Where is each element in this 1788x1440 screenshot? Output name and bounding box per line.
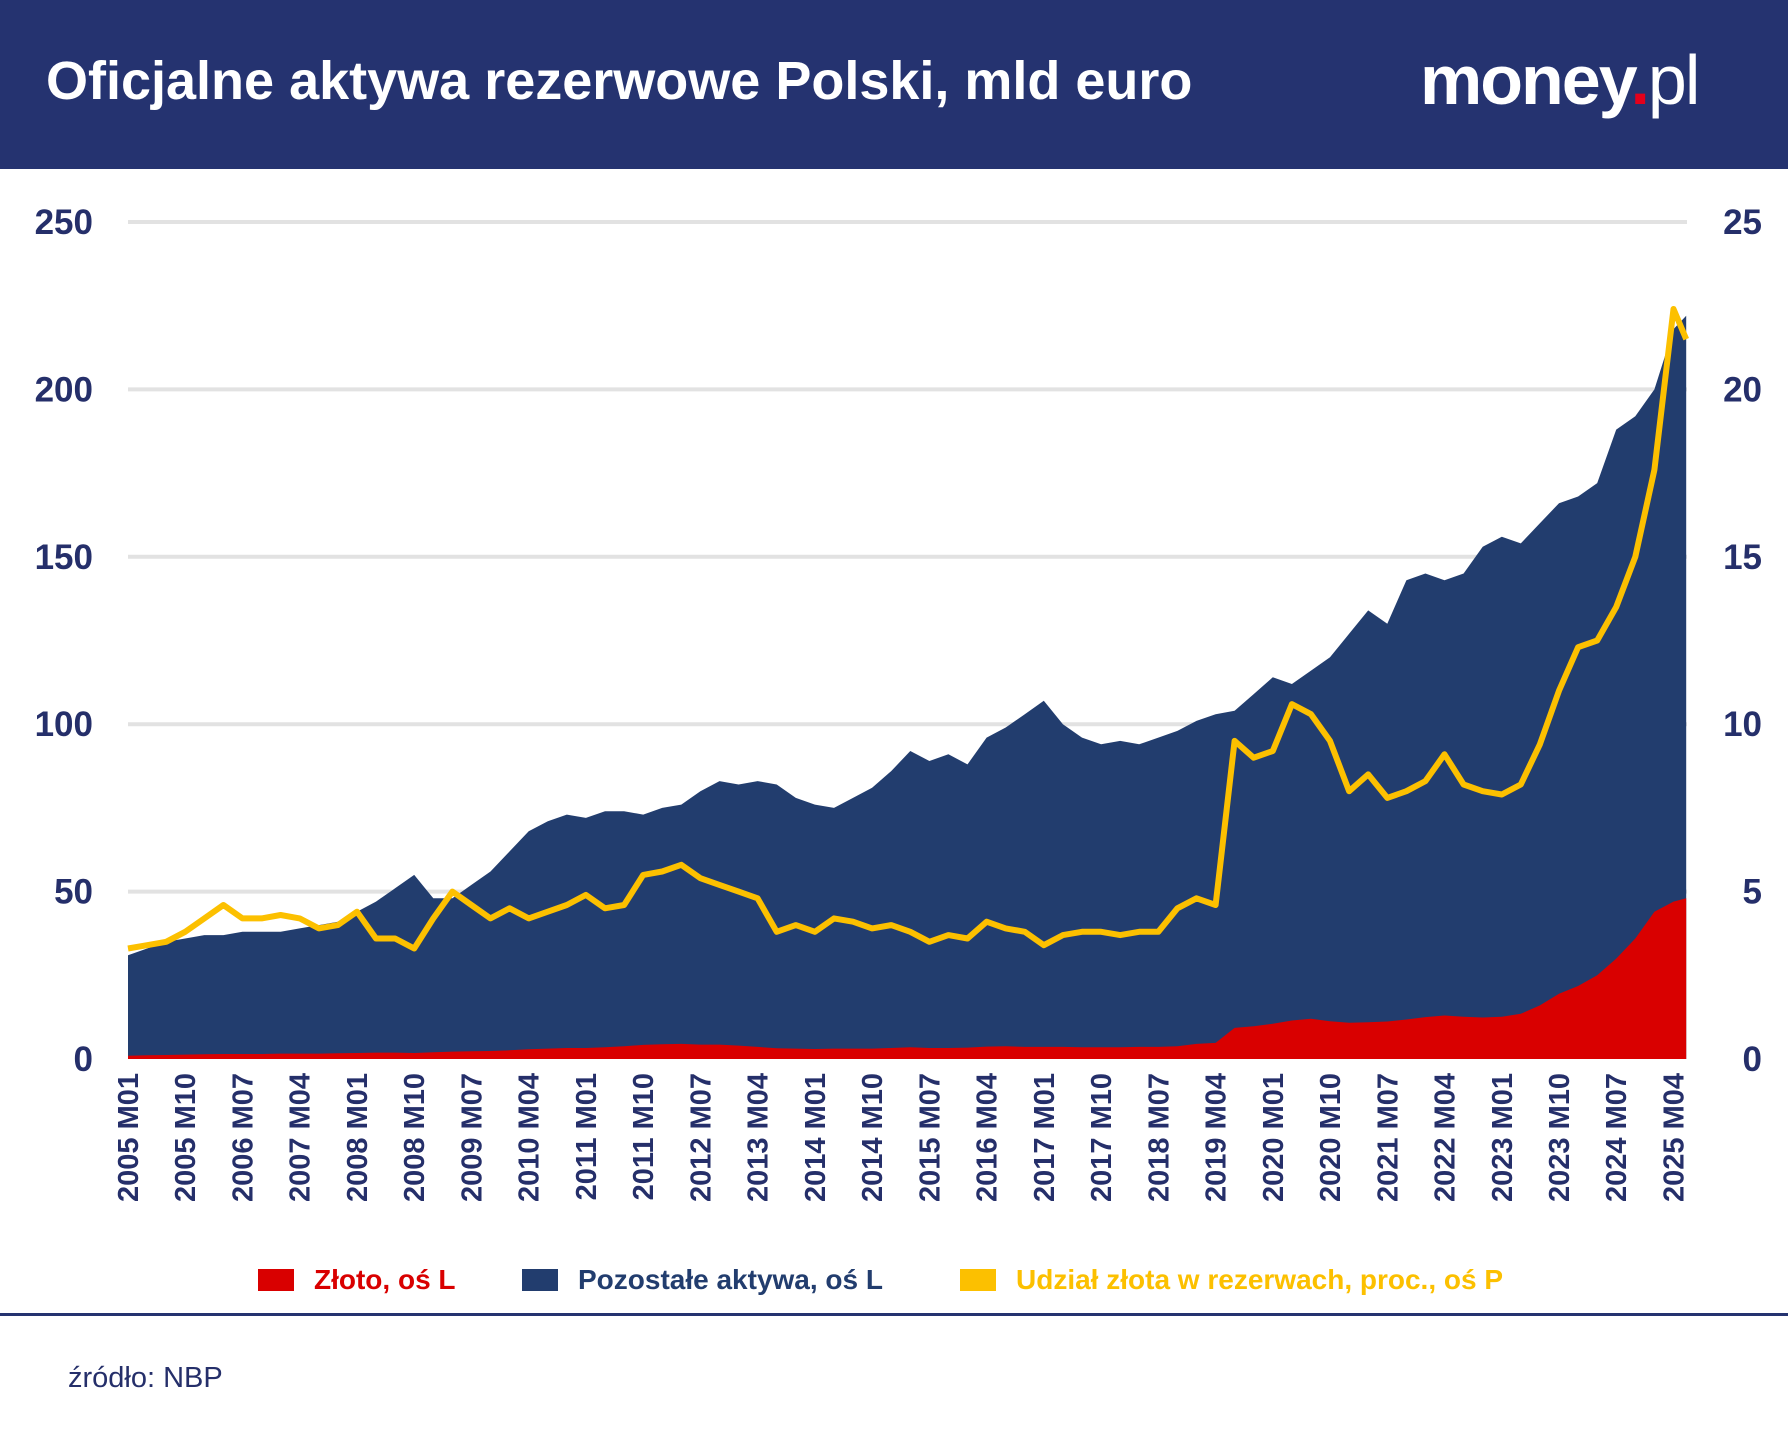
left-axis-tick-label: 250 bbox=[35, 203, 93, 242]
legend: Złoto, oś L Pozostałe aktywa, oś L Udzia… bbox=[0, 1264, 1788, 1300]
left-axis-tick-label: 100 bbox=[35, 705, 93, 744]
x-axis-tick-label: 2009 M07 bbox=[456, 1073, 488, 1202]
legend-label: Udział złota w rezerwach, proc., oś P bbox=[1016, 1264, 1504, 1295]
x-axis-tick-label: 2023 M10 bbox=[1544, 1073, 1576, 1202]
x-axis-tick-label: 2011 M10 bbox=[628, 1073, 660, 1200]
share-line bbox=[127, 306, 1689, 952]
x-axis-tick-label: 2019 M04 bbox=[1201, 1073, 1233, 1202]
legend-swatch-share bbox=[960, 1269, 996, 1291]
gold-area bbox=[128, 898, 1687, 1059]
x-axis-tick-label: 2015 M07 bbox=[914, 1073, 946, 1202]
right-axis-tick-label: 25 bbox=[1723, 203, 1762, 242]
x-axis-tick-label: 2014 M10 bbox=[857, 1073, 889, 1202]
chart-title: Oficjalne aktywa rezerwowe Polski, mld e… bbox=[46, 51, 1193, 111]
x-axis-tick-label: 2012 M07 bbox=[685, 1073, 717, 1202]
x-axis-tick-label: 2005 M10 bbox=[170, 1073, 202, 1202]
money-pl-logo: money.pl bbox=[1420, 41, 1700, 119]
other-assets-area bbox=[128, 315, 1687, 1059]
x-axis-tick-label: 2008 M10 bbox=[399, 1073, 431, 1202]
x-axis-tick-label: 2024 M07 bbox=[1601, 1073, 1633, 1202]
right-axis-labels: 0 5 10 15 20 25 bbox=[1723, 203, 1762, 1079]
left-axis-labels: 0 50 100 150 200 250 bbox=[35, 203, 93, 1079]
right-axis-tick-label: 10 bbox=[1723, 705, 1762, 744]
x-axis-tick-label: 2018 M07 bbox=[1143, 1073, 1175, 1202]
x-axis-tick-label: 2020 M01 bbox=[1258, 1073, 1290, 1202]
x-axis-tick-label: 2022 M04 bbox=[1430, 1073, 1462, 1202]
x-axis-tick-label: 2021 M07 bbox=[1372, 1073, 1404, 1202]
x-axis-tick-label: 2011 M01 bbox=[571, 1073, 603, 1200]
legend-swatch-other bbox=[522, 1269, 558, 1291]
x-axis-tick-label: 2023 M01 bbox=[1487, 1073, 1519, 1202]
left-axis-tick-label: 200 bbox=[35, 370, 93, 409]
x-axis-tick-label: 2010 M04 bbox=[514, 1073, 546, 1202]
right-axis-tick-label: 15 bbox=[1723, 538, 1762, 577]
x-axis-tick-label: 2017 M01 bbox=[1029, 1073, 1061, 1202]
left-axis-tick-label: 0 bbox=[74, 1040, 93, 1079]
left-axis-tick-label: 50 bbox=[54, 873, 93, 912]
x-axis-tick-label: 2016 M04 bbox=[972, 1073, 1004, 1202]
legend-label: Pozostałe aktywa, oś L bbox=[578, 1264, 883, 1295]
x-axis-tick-label: 2008 M01 bbox=[342, 1073, 374, 1202]
right-axis-tick-label: 20 bbox=[1723, 370, 1762, 409]
header-banner: Oficjalne aktywa rezerwowe Polski, mld e… bbox=[0, 0, 1788, 169]
right-axis-tick-label: 5 bbox=[1743, 873, 1762, 912]
divider bbox=[0, 1313, 1788, 1316]
x-axis-tick-label: 2017 M10 bbox=[1086, 1073, 1118, 1202]
x-axis-tick-label: 2006 M07 bbox=[227, 1073, 259, 1202]
legend-swatch-gold bbox=[258, 1269, 294, 1291]
x-axis-tick-label: 2013 M04 bbox=[743, 1073, 775, 1202]
x-axis-tick-label: 2014 M01 bbox=[800, 1073, 832, 1202]
right-axis-tick-label: 0 bbox=[1743, 1040, 1762, 1079]
legend-label: Złoto, oś L bbox=[314, 1264, 456, 1295]
left-axis-tick-label: 150 bbox=[35, 538, 93, 577]
legend-item-gold: Złoto, oś L bbox=[258, 1264, 456, 1296]
source-note: źródło: NBP bbox=[68, 1362, 223, 1394]
x-axis-tick-label: 2007 M04 bbox=[285, 1073, 317, 1202]
x-axis-labels: 2005 M01 2005 M10 2006 M07 2007 M04 2008 M01… bbox=[113, 1073, 1690, 1202]
x-axis-tick-label: 2020 M10 bbox=[1315, 1073, 1347, 1202]
x-axis-tick-label: 2025 M04 bbox=[1658, 1073, 1690, 1202]
areas bbox=[128, 315, 1687, 1059]
legend-item-other: Pozostałe aktywa, oś L bbox=[522, 1264, 883, 1296]
legend-item-share: Udział złota w rezerwach, proc., oś P bbox=[960, 1264, 1503, 1296]
x-axis-tick-label: 2005 M01 bbox=[113, 1073, 145, 1202]
